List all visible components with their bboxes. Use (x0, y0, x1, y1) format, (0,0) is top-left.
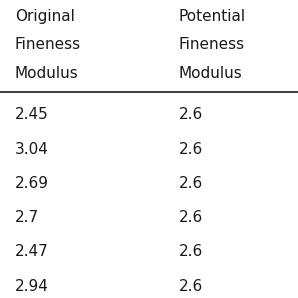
Text: 2.45: 2.45 (15, 107, 49, 122)
Text: Potential: Potential (179, 9, 246, 24)
Text: 3.04: 3.04 (15, 142, 49, 156)
Text: 2.6: 2.6 (179, 176, 203, 191)
Text: 2.94: 2.94 (15, 279, 49, 294)
Text: 2.47: 2.47 (15, 244, 49, 259)
Text: Modulus: Modulus (179, 66, 243, 80)
Text: 2.6: 2.6 (179, 210, 203, 225)
Text: Modulus: Modulus (15, 66, 79, 80)
Text: 2.6: 2.6 (179, 142, 203, 156)
Text: Fineness: Fineness (179, 37, 245, 52)
Text: Fineness: Fineness (15, 37, 81, 52)
Text: 2.6: 2.6 (179, 107, 203, 122)
Text: 2.6: 2.6 (179, 279, 203, 294)
Text: 2.69: 2.69 (15, 176, 49, 191)
Text: 2.7: 2.7 (15, 210, 39, 225)
Text: 2.6: 2.6 (179, 244, 203, 259)
Text: Original: Original (15, 9, 75, 24)
